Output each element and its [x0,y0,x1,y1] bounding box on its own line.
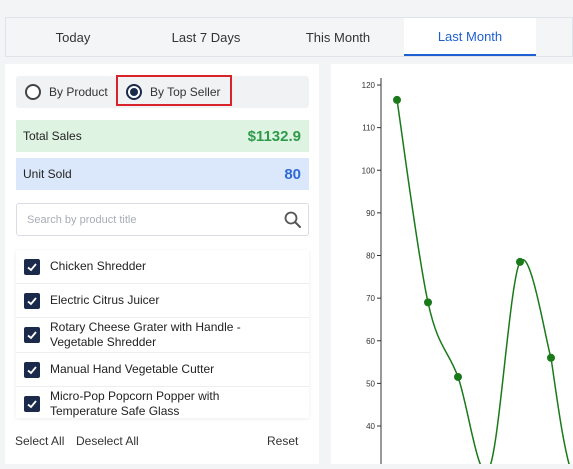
filter-panel: By Product By Top Seller Total Sales $11… [5,64,319,464]
product-list: Chicken Shredder Electric Citrus Juicer … [16,250,309,418]
product-item[interactable]: Rotary Cheese Grater with Handle - Veget… [16,318,309,353]
unit-sold-label: Unit Sold [23,167,72,181]
total-sales-card: Total Sales $1132.9 [16,120,309,152]
checkbox-checked-icon[interactable] [24,292,40,309]
radio-circle-icon [25,84,41,100]
radio-checked-icon [126,84,142,100]
y-tick-label: 80 [366,252,375,261]
search-input[interactable] [17,213,278,226]
product-item[interactable]: Electric Citrus Juicer [16,284,309,318]
sales-chart-panel: 120 110 100 90 80 70 60 50 40 [331,64,573,469]
product-item[interactable]: Manual Hand Vegetable Cutter [16,353,309,387]
date-range-tabs: Today Last 7 Days This Month Last Month [5,17,573,57]
product-title: Chicken Shredder [50,259,147,273]
y-tick-label: 120 [362,81,376,90]
tab-this-month[interactable]: This Month [272,18,404,56]
tabs-spacer [536,18,572,56]
y-tick-label: 90 [366,209,375,218]
product-item[interactable]: Micro-Pop Popcorn Popper with Temperatur… [16,387,309,418]
y-tick-label: 60 [366,337,375,346]
filter-mode-group: By Product By Top Seller [16,76,309,108]
product-title: Manual Hand Vegetable Cutter [50,362,215,376]
search-box [16,203,309,236]
data-point[interactable] [424,298,432,307]
reset-link[interactable]: Reset [267,434,299,448]
list-actions: Select All Deselect All Reset [15,434,310,450]
y-tick-label: 40 [366,422,375,431]
series-line [396,99,572,469]
product-title: Micro-Pop Popcorn Popper with Temperatur… [50,389,220,418]
selection-highlight-box [116,75,232,106]
radio-by-top-seller[interactable]: By Top Seller [126,76,220,108]
checkbox-checked-icon[interactable] [24,258,40,275]
select-all-link[interactable]: Select All [15,434,65,448]
unit-sold-card: Unit Sold 80 [16,158,309,190]
radio-label: By Product [49,85,108,99]
y-tick-label: 110 [362,124,375,133]
sales-line-chart: 120 110 100 90 80 70 60 50 40 [362,78,572,469]
y-tick-label: 100 [362,166,376,175]
tab-last-7-days[interactable]: Last 7 Days [140,18,272,56]
radio-by-product[interactable]: By Product [25,76,108,108]
product-item[interactable]: Chicken Shredder [16,250,309,284]
data-point[interactable] [454,372,462,381]
checkbox-checked-icon[interactable] [24,361,40,378]
radio-label: By Top Seller [150,85,221,99]
y-tick-label: 50 [366,379,375,388]
total-sales-label: Total Sales [23,129,82,143]
y-tick-label: 70 [366,294,375,303]
tab-last-month[interactable]: Last Month [404,18,536,56]
data-point[interactable] [516,257,524,266]
total-sales-value: $1132.9 [247,127,301,145]
product-title: Electric Citrus Juicer [50,293,160,307]
data-point[interactable] [547,353,555,362]
product-title: Rotary Cheese Grater with Handle - Veget… [50,320,241,349]
deselect-all-link[interactable]: Deselect All [76,434,139,448]
unit-sold-value: 80 [284,165,301,183]
data-point[interactable] [393,95,401,104]
tab-today[interactable]: Today [6,18,140,56]
checkbox-checked-icon[interactable] [24,396,40,412]
checkbox-checked-icon[interactable] [24,327,40,343]
search-icon[interactable] [278,205,308,235]
